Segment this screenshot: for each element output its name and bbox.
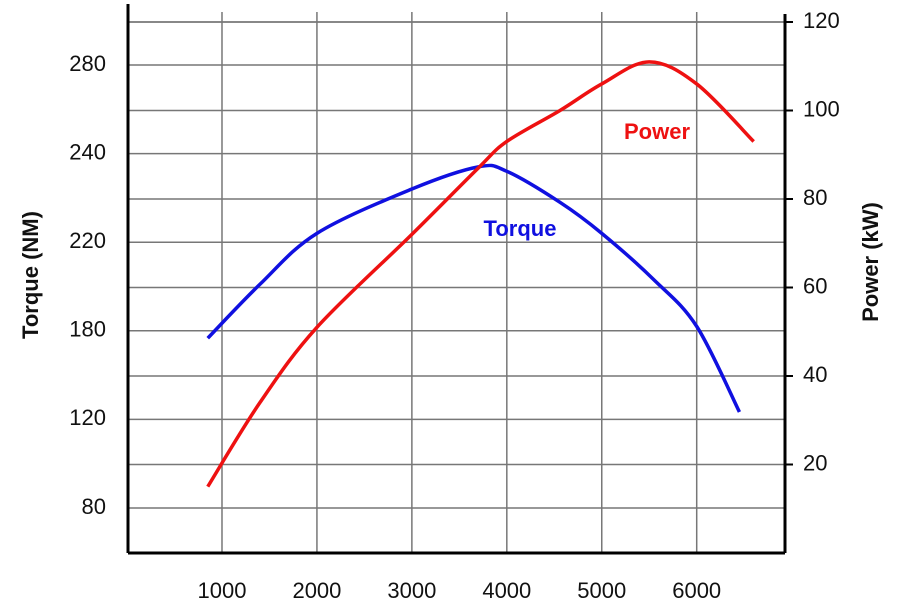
y-tick-label: 180 [69, 317, 106, 342]
x-tick-label: 5000 [577, 578, 626, 600]
y-tick-label: 120 [69, 405, 106, 430]
x-tick-label: 6000 [672, 578, 721, 600]
x-tick-label: 3000 [387, 578, 436, 600]
y-tick-label: 220 [69, 228, 106, 253]
series-label: Power [624, 119, 690, 144]
x-tick-label: 4000 [482, 578, 531, 600]
series-line [206, 163, 741, 413]
y2-axis-label: Power (kW) [858, 202, 883, 322]
y2-tick-label: 20 [803, 450, 827, 475]
y2-tick-label: 60 [803, 273, 827, 298]
series-line [206, 60, 755, 488]
y-tick-label: 240 [69, 139, 106, 164]
x-tick-label: 2000 [292, 578, 341, 600]
series-label: Torque [484, 216, 557, 241]
x-tick-label: 1000 [198, 578, 247, 600]
y-axis-label: Torque (NM) [18, 211, 43, 339]
y-tick-label: 80 [82, 494, 106, 519]
y2-tick-label: 100 [803, 96, 840, 121]
y-tick-label: 280 [69, 51, 106, 76]
y2-tick-label: 80 [803, 185, 827, 210]
y2-tick-label: 120 [803, 8, 840, 33]
y2-tick-label: 40 [803, 362, 827, 387]
